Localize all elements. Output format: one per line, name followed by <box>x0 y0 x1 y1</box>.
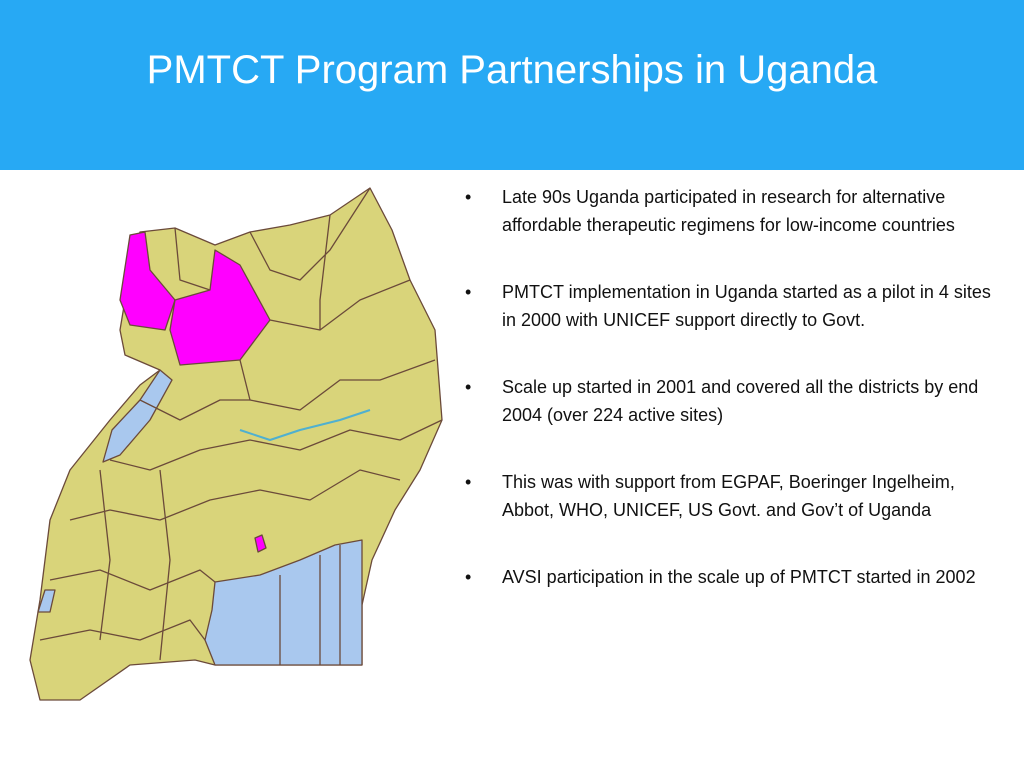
district-borders <box>39 187 443 665</box>
header-band: PMTCT Program Partnerships in Uganda <box>0 0 1024 170</box>
river <box>239 409 371 441</box>
highlight-region <box>254 534 267 553</box>
bullet-item: AVSI participation in the scale up of PM… <box>465 563 995 591</box>
slide-title: PMTCT Program Partnerships in Uganda <box>146 48 878 92</box>
lake-edward <box>37 589 56 613</box>
lake-albert <box>102 369 173 463</box>
bullet-list: Late 90s Uganda participated in research… <box>465 183 995 630</box>
lake-victoria <box>204 539 363 666</box>
highlight-region <box>169 249 271 366</box>
highlight-region <box>119 231 176 331</box>
bullet-item: Late 90s Uganda participated in research… <box>465 183 995 239</box>
uganda-map <box>29 187 443 701</box>
bullet-item: PMTCT implementation in Uganda started a… <box>465 278 995 334</box>
bullet-item: This was with support from EGPAF, Boerin… <box>465 468 995 524</box>
bullet-item: Scale up started in 2001 and covered all… <box>465 373 995 429</box>
